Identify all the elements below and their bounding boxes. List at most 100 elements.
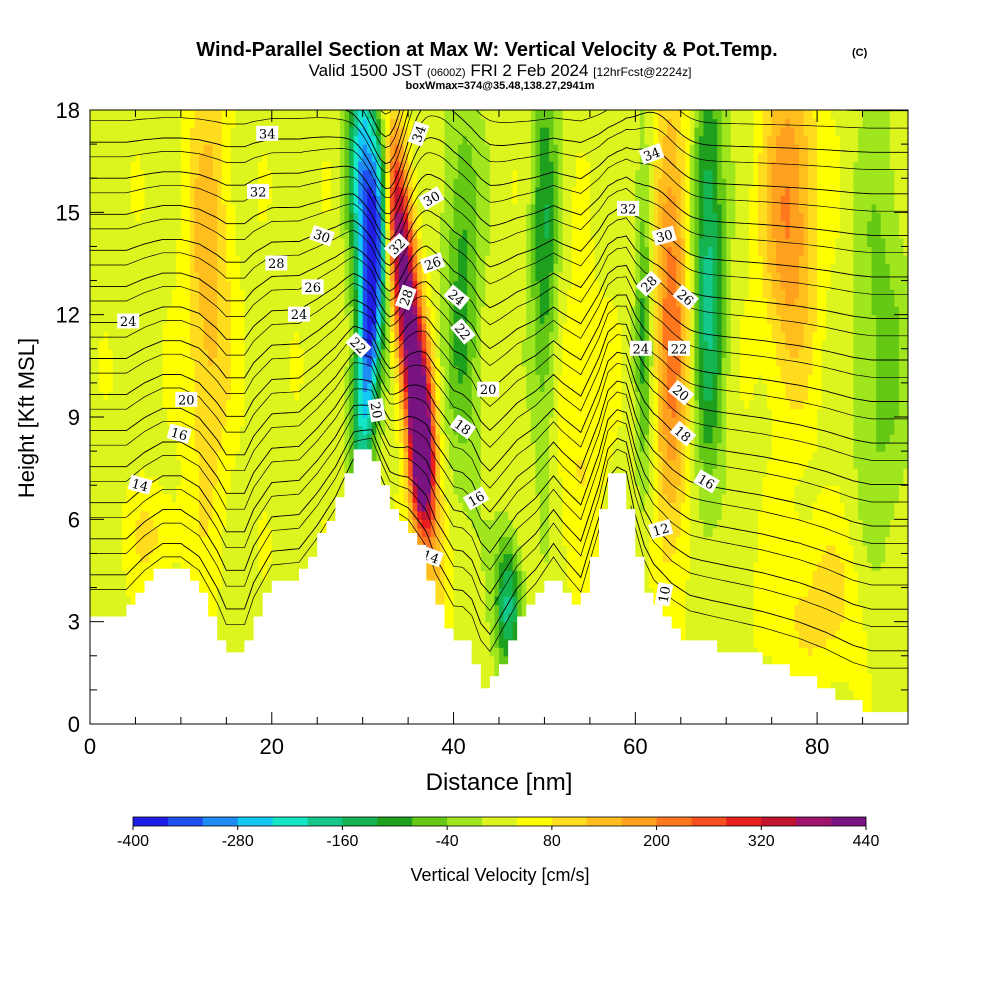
colorbar-tick-label: -40 — [436, 833, 459, 850]
y-tick-label: 18 — [56, 98, 80, 123]
theta-contour-line — [90, 264, 908, 361]
copyright-mark: (C) — [852, 47, 868, 59]
contour-label: 12 — [648, 519, 674, 540]
contour-label: 14 — [127, 474, 153, 496]
contour-label: 26 — [301, 279, 324, 296]
y-tick-label: 9 — [68, 405, 80, 430]
chart-title: Wind-Parallel Section at Max W: Vertical… — [196, 39, 777, 61]
theta-contour-line — [90, 110, 908, 189]
contour-label: 10 — [654, 582, 674, 607]
colorbar-tick-label: 200 — [643, 833, 670, 850]
theta-contour-line — [90, 458, 908, 652]
colorbar-swatch — [831, 817, 867, 826]
subtitle-main: Valid 1500 JST — [309, 61, 423, 80]
contour-label: 30 — [309, 224, 335, 247]
y-tick-label: 6 — [68, 507, 80, 532]
theta-contour-line — [90, 235, 908, 319]
contour-label: 32 — [617, 200, 640, 217]
theta-contour-line-minor — [90, 388, 908, 544]
theta-contour-line — [90, 378, 908, 527]
y-axis: 0 3 6 9 12 15 18 — [56, 98, 908, 737]
theta-contour-line-minor — [90, 437, 908, 627]
colorbar: -400 -280 -160 -40 80 200 320 440 — [117, 816, 880, 850]
colorbar-swatch — [237, 817, 273, 826]
colorbar-swatch — [621, 817, 657, 826]
colorbar-swatch — [272, 817, 308, 826]
theta-contour-line-minor — [90, 334, 908, 461]
colorbar-tick-label: -160 — [326, 833, 358, 850]
theta-contours — [90, 110, 908, 669]
colorbar-swatch — [796, 817, 832, 826]
theta-contour-line — [90, 404, 908, 569]
theta-contour-line-minor — [90, 413, 908, 586]
x-tick-label: 60 — [623, 734, 647, 759]
colorbar-swatch — [691, 817, 727, 826]
contour-label: 34 — [256, 125, 279, 142]
colorbar-label: Vertical Velocity [cm/s] — [410, 865, 589, 885]
contour-label: 22 — [668, 340, 690, 357]
theta-contour-line-minor — [90, 276, 908, 378]
contour-label: 24 — [117, 313, 140, 330]
colorbar-swatch — [726, 817, 762, 826]
colorbar-swatch — [412, 817, 448, 826]
subtitle-fcst: [12hrFcst@2224z] — [593, 65, 691, 79]
colorbar-swatch — [377, 817, 413, 826]
contour-label: 26 — [419, 252, 446, 274]
x-axis-label: Distance [nm] — [426, 769, 573, 796]
contour-label: 24 — [629, 340, 652, 357]
colorbar-swatch — [586, 817, 622, 826]
colorbar-swatch — [516, 817, 553, 826]
subtitle-utc: (0600Z) — [427, 67, 466, 79]
contour-label: 34 — [638, 143, 665, 165]
contour-label: 34 — [407, 120, 430, 147]
colorbar-swatch — [482, 817, 518, 826]
theta-contour-line-minor — [90, 246, 908, 337]
theta-contour-line-minor — [90, 362, 908, 503]
theta-contour-line-minor — [90, 305, 908, 420]
chart-subtitle: Valid 1500 JST (0600Z) FRI 2 Feb 2024 [1… — [309, 61, 692, 80]
theta-contour-line-minor — [90, 187, 908, 254]
theta-contour-line — [90, 323, 908, 444]
y-tick-label: 15 — [56, 200, 80, 225]
colorbar-tick-label: -400 — [117, 833, 149, 850]
colorbar-swatch — [307, 817, 343, 826]
theta-contour-line-minor — [90, 505, 908, 669]
y-tick-label: 12 — [56, 303, 80, 328]
contour-label: 28 — [395, 284, 417, 311]
colorbar-swatch — [202, 817, 239, 826]
colorbar-swatch — [447, 817, 483, 826]
colorbar-swatch — [656, 817, 692, 826]
x-tick-label: 0 — [84, 734, 96, 759]
theta-contour-line — [90, 351, 908, 486]
contour-label: 16 — [693, 469, 720, 494]
colorbar-swatch — [167, 817, 204, 826]
colorbar-tick-label: 80 — [543, 833, 561, 850]
colorbar-swatch — [342, 817, 378, 826]
colorbar-swatch — [761, 817, 797, 826]
contour-label: 30 — [651, 225, 677, 247]
colorbar-tick-label: -280 — [222, 833, 254, 850]
theta-contour-line — [90, 205, 908, 278]
theta-contour-line — [90, 429, 908, 610]
theta-contour-line-minor — [90, 217, 908, 295]
contour-label: 20 — [366, 397, 387, 423]
colorbar-swatch — [551, 817, 588, 826]
colorbar-tick-label: 440 — [853, 833, 880, 850]
y-tick-label: 0 — [68, 712, 80, 737]
contour-label: 24 — [288, 306, 310, 323]
y-tick-label: 3 — [68, 610, 80, 635]
contour-label: 30 — [418, 186, 445, 211]
contour-label: 20 — [175, 391, 198, 408]
colorbar-swatch — [133, 817, 169, 826]
subtitle-date: FRI 2 Feb 2024 — [470, 61, 588, 80]
colorbar-tick-label: 320 — [748, 833, 775, 850]
theta-contour-line-minor — [90, 152, 908, 224]
x-tick-label: 40 — [441, 734, 465, 759]
contour-label: 28 — [265, 255, 288, 272]
contour-label: 20 — [477, 381, 500, 398]
theta-contour-line-minor — [90, 110, 908, 173]
x-tick-label: 80 — [805, 734, 829, 759]
theta-contour-line-minor — [90, 115, 908, 198]
